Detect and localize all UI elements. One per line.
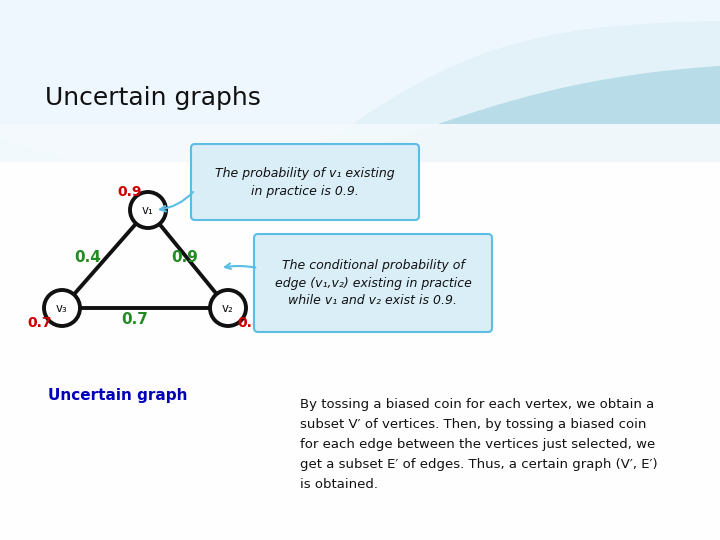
Circle shape [44,290,80,326]
Text: 0.7: 0.7 [28,316,53,330]
Text: 0.9: 0.9 [118,185,143,199]
Text: The conditional probability of
edge (v₁,v₂) existing in practice
while v₁ and v₂: The conditional probability of edge (v₁,… [274,259,472,307]
FancyBboxPatch shape [191,144,419,220]
Polygon shape [0,0,720,220]
Text: v₂: v₂ [222,301,234,314]
Text: 0.8: 0.8 [238,316,262,330]
Text: v₃: v₃ [56,301,68,314]
Text: 0.7: 0.7 [122,313,148,327]
Bar [0,162,720,540]
Text: v₁: v₁ [142,204,154,217]
Polygon shape [0,0,720,180]
Text: By tossing a biased coin for each vertex, we obtain a
subset V′ of vertices. The: By tossing a biased coin for each vertex… [300,398,657,491]
Circle shape [210,290,246,326]
Text: Uncertain graph: Uncertain graph [48,388,188,403]
Bar [0,124,720,540]
Bar [0,0,720,297]
Text: 0.4: 0.4 [75,251,102,266]
Circle shape [130,192,166,228]
Text: The probability of v₁ existing
in practice is 0.9.: The probability of v₁ existing in practi… [215,166,395,198]
FancyBboxPatch shape [254,234,492,332]
Text: Uncertain graphs: Uncertain graphs [45,86,261,110]
Text: 0.9: 0.9 [171,251,199,266]
